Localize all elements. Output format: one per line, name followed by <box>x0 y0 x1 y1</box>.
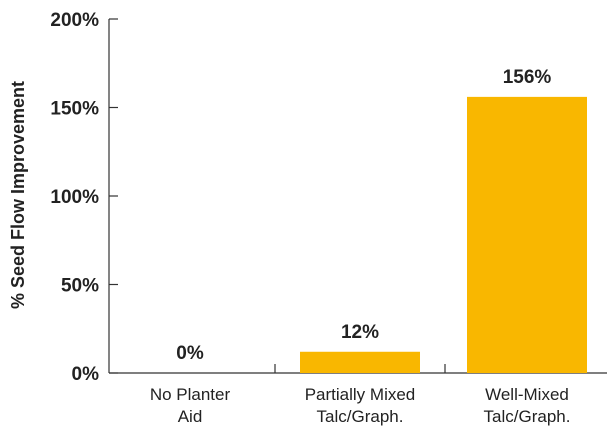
x-category-label-line: Well-Mixed <box>485 385 569 404</box>
x-category-label-line: Talc/Graph. <box>317 407 404 426</box>
y-tick-label: 0% <box>72 364 100 385</box>
bars <box>300 96 587 373</box>
y-tick-label: 200% <box>50 10 99 31</box>
bar-value-label: 156% <box>503 67 552 88</box>
y-tick-label: 50% <box>61 276 99 297</box>
bar-value-label: 12% <box>341 322 379 343</box>
y-tick-label: 150% <box>50 99 99 120</box>
bar-value-label: 0% <box>176 343 204 364</box>
bar <box>467 96 587 373</box>
data-labels: 0% 12% 156% <box>176 67 551 364</box>
x-category-label-line: No Planter <box>150 385 231 404</box>
x-category-label: Well-Mixed Talc/Graph. <box>484 385 571 426</box>
x-category-label-line: Talc/Graph. <box>484 407 571 426</box>
y-tick-label: 100% <box>50 187 99 208</box>
x-category-label-line: Aid <box>178 407 203 426</box>
x-category-label: No Planter Aid <box>150 385 231 426</box>
bar <box>300 351 420 373</box>
y-axis-title: % Seed Flow Improvement <box>8 81 28 309</box>
x-category-label: Partially Mixed Talc/Graph. <box>305 385 416 426</box>
x-category-label-line: Partially Mixed <box>305 385 416 404</box>
y-axis: 0% 50% 100% 150% 200% <box>50 10 118 385</box>
